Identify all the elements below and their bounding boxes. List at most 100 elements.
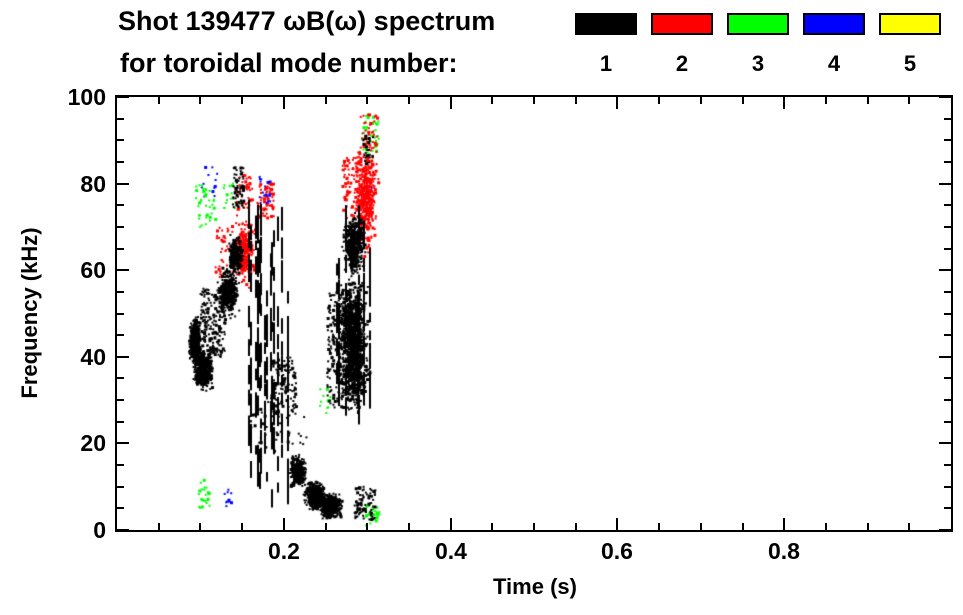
x-minor-tick [199,523,201,530]
y-major-tick [939,529,951,531]
x-major-tick [450,97,452,109]
x-tick-label: 0.8 [768,538,800,564]
y-major-tick [117,96,129,98]
y-minor-tick [944,399,951,401]
x-minor-tick [491,523,493,530]
x-minor-tick [366,523,368,530]
y-major-tick [117,269,129,271]
legend-mode-number: 2 [675,51,689,76]
y-minor-tick [117,291,124,293]
x-minor-tick [241,97,243,104]
legend-swatch-n4 [803,13,865,35]
y-major-tick [117,183,129,185]
x-major-tick [783,518,785,530]
x-minor-tick [908,523,910,530]
y-tick-label: 80 [80,171,106,197]
y-minor-tick [944,464,951,466]
y-tick-label: 0 [93,517,106,543]
y-minor-tick [944,313,951,315]
x-tick-label: 0.6 [601,538,633,564]
chart-subtitle: for toroidal mode number: [120,48,458,78]
y-minor-tick [117,248,124,250]
plot-area [115,95,953,532]
x-minor-tick [742,523,744,530]
y-minor-tick [944,161,951,163]
legend-swatch-n2 [651,13,713,35]
x-minor-tick [158,97,160,104]
y-minor-tick [117,421,124,423]
x-major-tick [616,518,618,530]
legend-mode-number: 3 [751,51,765,76]
y-minor-tick [117,486,124,488]
x-minor-tick [742,97,744,104]
y-major-tick [939,442,951,444]
x-minor-tick [867,523,869,530]
y-minor-tick [944,139,951,141]
y-major-tick [117,442,129,444]
x-axis-label: Time (s) [493,574,577,599]
legend-swatch-n3 [727,13,789,35]
y-minor-tick [117,161,124,163]
y-major-tick [117,356,129,358]
legend-numbers: 1 2 3 4 5 [575,51,955,77]
x-minor-tick [867,97,869,104]
x-minor-tick [158,523,160,530]
y-minor-tick [117,377,124,379]
y-minor-tick [117,399,124,401]
x-minor-tick [366,97,368,104]
x-minor-tick [825,523,827,530]
legend-mode-number: 5 [903,51,917,76]
x-minor-tick [408,523,410,530]
y-minor-tick [117,334,124,336]
y-minor-tick [944,291,951,293]
x-minor-tick [575,97,577,104]
x-tick-label: 0.4 [435,538,467,564]
y-minor-tick [944,507,951,509]
legend-swatch-n1 [575,13,637,35]
x-major-tick [283,518,285,530]
y-minor-tick [944,248,951,250]
x-minor-tick [533,523,535,530]
y-minor-tick [944,226,951,228]
x-minor-tick [325,97,327,104]
legend [575,13,955,37]
x-minor-tick [491,97,493,104]
y-minor-tick [944,334,951,336]
y-tick-label: 100 [67,84,106,110]
x-minor-tick [408,97,410,104]
y-tick-label: 60 [80,257,106,283]
x-minor-tick [908,97,910,104]
y-major-tick [117,529,129,531]
y-minor-tick [944,421,951,423]
y-tick-label: 20 [80,430,106,456]
x-minor-tick [241,523,243,530]
x-minor-tick [533,97,535,104]
x-major-tick [616,97,618,109]
x-major-tick [783,97,785,109]
x-minor-tick [700,97,702,104]
y-axis-label: Frequency (kHz) [17,227,42,399]
legend-swatch-n5 [879,13,941,35]
plot-canvas [117,97,951,530]
y-minor-tick [944,377,951,379]
legend-mode-number: 1 [599,51,613,76]
y-major-tick [939,96,951,98]
x-minor-tick [575,523,577,530]
chart-title: Shot 139477 ωB(ω) spectrum [118,6,496,36]
y-minor-tick [117,204,124,206]
y-minor-tick [944,204,951,206]
legend-mode-number: 4 [827,51,841,76]
x-minor-tick [658,97,660,104]
y-major-tick [939,183,951,185]
x-major-tick [283,97,285,109]
y-minor-tick [117,464,124,466]
y-minor-tick [117,313,124,315]
x-minor-tick [325,523,327,530]
x-minor-tick [700,523,702,530]
y-major-tick [939,269,951,271]
x-tick-label: 0.2 [268,538,300,564]
x-minor-tick [658,523,660,530]
x-minor-tick [199,97,201,104]
y-major-tick [939,356,951,358]
